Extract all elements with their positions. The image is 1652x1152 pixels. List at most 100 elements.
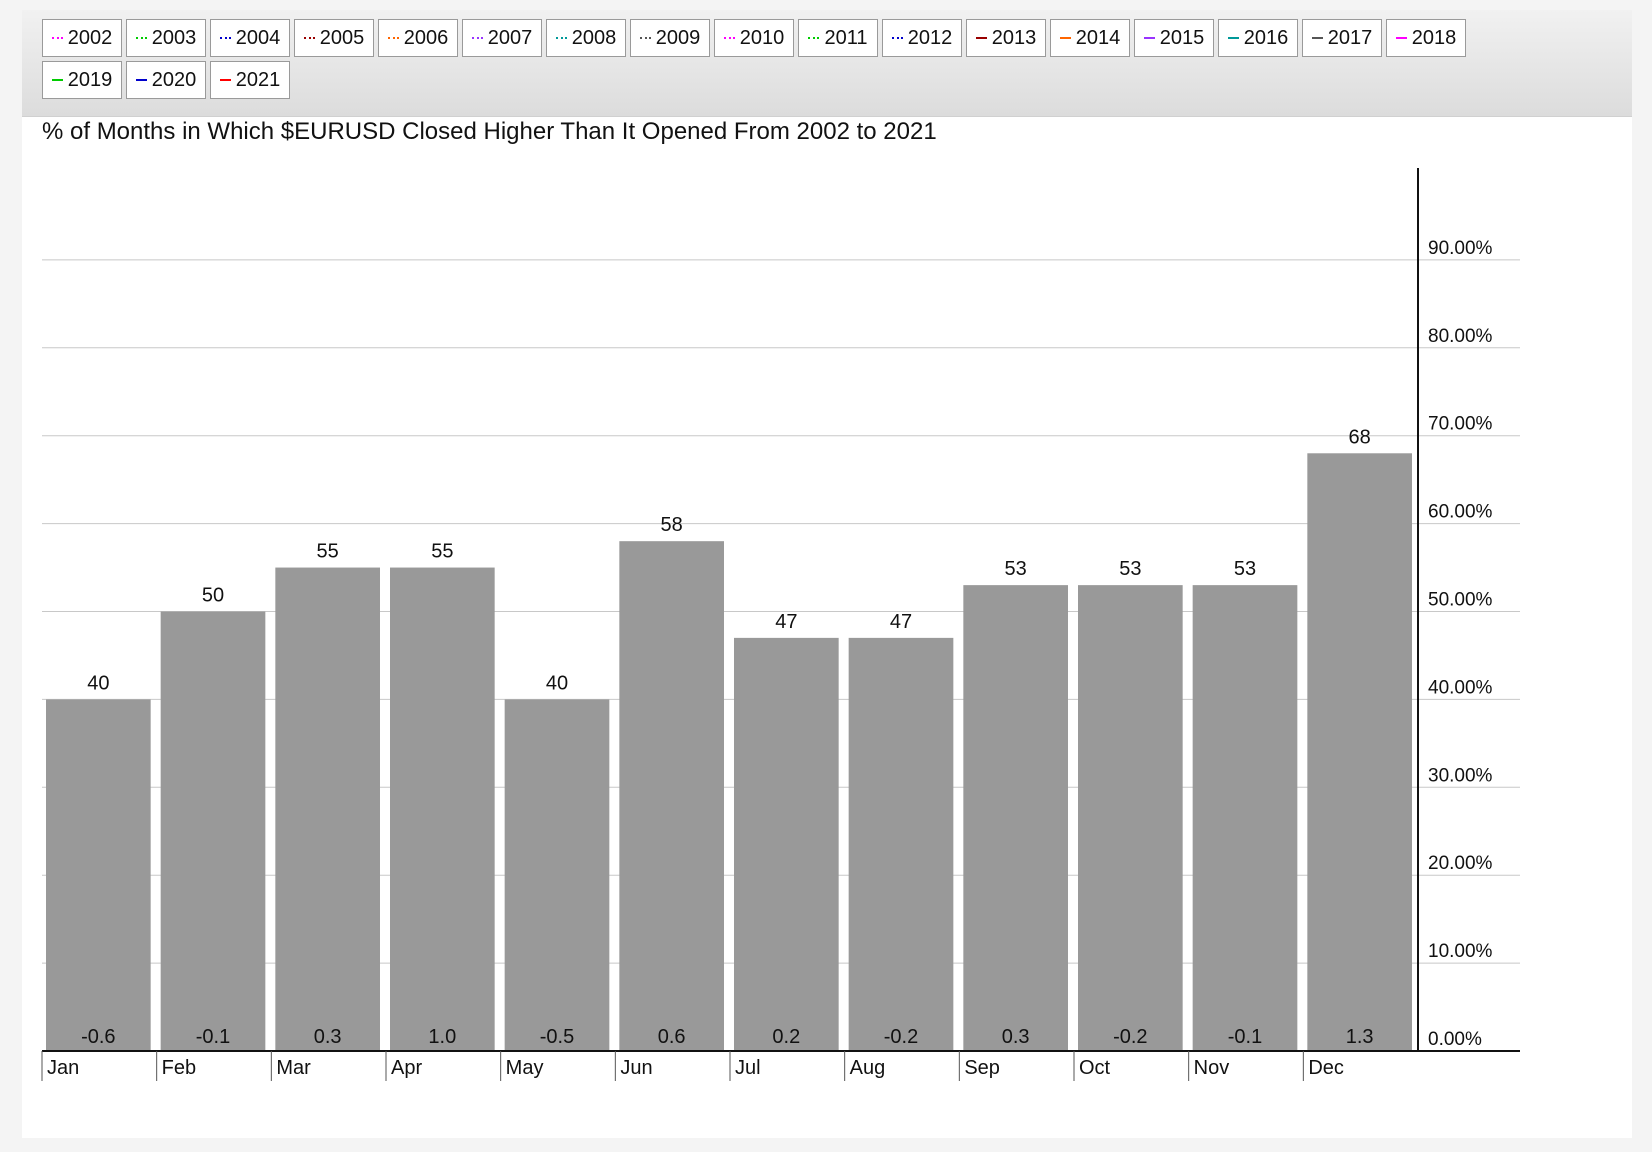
bar-return-label: -0.2	[884, 1026, 918, 1048]
bar-jun	[619, 541, 724, 1051]
bar-jul	[734, 637, 839, 1051]
legend-item-2012[interactable]: 2012	[882, 19, 962, 57]
bar-value-label: 47	[890, 611, 912, 633]
legend-label: 2002	[67, 26, 113, 49]
bar-value-label: 58	[661, 514, 683, 536]
bar-return-label: -0.6	[81, 1026, 115, 1048]
x-tick-label: Mar	[276, 1057, 311, 1079]
legend-label: 2021	[235, 68, 281, 91]
bar-nov	[1192, 585, 1298, 1051]
chart-plot: 0.00% 10.00% 20.00% 30.00% 40.00% 50.00% 60.00…	[41, 168, 1520, 1081]
legend-item-2018[interactable]: 2018	[1386, 19, 1466, 57]
bar-value-label: 47	[775, 611, 797, 633]
bar-may	[504, 699, 610, 1051]
legend-swatch-icon	[471, 37, 483, 39]
legend-label: 2004	[235, 26, 281, 49]
legend-swatch-icon	[723, 37, 735, 39]
legend-swatch-icon	[219, 79, 231, 81]
legend-item-2004[interactable]: 2004	[210, 19, 290, 57]
legend-swatch-icon	[1395, 37, 1407, 39]
y-tick-label: 80.00%	[1428, 326, 1493, 347]
legend-label: 2018	[1411, 26, 1457, 49]
bar-value-label: 55	[431, 541, 453, 563]
legend-swatch-icon	[135, 37, 147, 39]
x-tick-label: Apr	[391, 1057, 422, 1079]
legend-item-2013[interactable]: 2013	[966, 19, 1046, 57]
legend-item-2021[interactable]: 2021	[210, 61, 290, 99]
y-tick-label: 70.00%	[1428, 414, 1493, 435]
bar-value-label: 53	[1005, 558, 1027, 580]
x-tick-label: Jan	[47, 1057, 79, 1079]
legend-label: 2008	[571, 26, 617, 49]
bar-value-label: 50	[202, 585, 224, 607]
y-tick-label: 60.00%	[1428, 502, 1493, 523]
legend-label: 2012	[907, 26, 953, 49]
legend-label: 2016	[1243, 26, 1289, 49]
legend-label: 2005	[319, 26, 365, 49]
legend-item-2007[interactable]: 2007	[462, 19, 542, 57]
x-tick-label: Nov	[1194, 1057, 1230, 1079]
bar-feb	[160, 611, 266, 1051]
legend-swatch-icon	[51, 79, 63, 81]
y-tick-label: 0.00%	[1428, 1029, 1482, 1050]
y-tick-label: 10.00%	[1428, 941, 1493, 962]
x-tick-label: May	[506, 1057, 544, 1079]
x-tick-label: Oct	[1079, 1057, 1111, 1079]
y-tick-label: 20.00%	[1428, 853, 1493, 874]
legend-item-2020[interactable]: 2020	[126, 61, 206, 99]
y-tick-label: 90.00%	[1428, 238, 1493, 259]
bar-value-label: 53	[1234, 558, 1256, 580]
bar-value-label: 55	[317, 541, 339, 563]
legend-swatch-icon	[1227, 37, 1239, 39]
x-tick-label: Aug	[850, 1057, 886, 1079]
bar-return-label: 1.0	[428, 1026, 456, 1048]
legend-item-2005[interactable]: 2005	[294, 19, 374, 57]
legend-swatch-icon	[51, 37, 63, 39]
bar-apr	[390, 567, 495, 1051]
legend-label: 2019	[67, 68, 113, 91]
bar-return-label: 0.6	[658, 1026, 686, 1048]
legend-item-2008[interactable]: 2008	[546, 19, 626, 57]
legend-label: 2020	[151, 68, 197, 91]
legend-item-2019[interactable]: 2019	[42, 61, 122, 99]
legend-swatch-icon	[1143, 37, 1155, 39]
chart-title: % of Months in Which $EURUSD Closed High…	[42, 118, 937, 145]
legend-label: 2006	[403, 26, 449, 49]
legend-item-2006[interactable]: 2006	[378, 19, 458, 57]
bar-oct	[1078, 585, 1183, 1051]
bar-return-label: 0.3	[314, 1026, 342, 1048]
bar-mar	[275, 567, 380, 1051]
legend-item-2002[interactable]: 2002	[42, 19, 122, 57]
legend-swatch-icon	[387, 37, 399, 39]
bar-return-label: -0.1	[1228, 1026, 1262, 1048]
x-tick-label: Jun	[620, 1057, 652, 1079]
bar-value-label: 68	[1349, 426, 1371, 448]
bar-sep	[963, 585, 1068, 1051]
legend-swatch-icon	[135, 79, 147, 81]
legend-swatch-icon	[555, 37, 567, 39]
bar-value-label: 40	[546, 672, 568, 694]
legend-item-2017[interactable]: 2017	[1302, 19, 1382, 57]
bar-return-label: 0.2	[772, 1026, 800, 1048]
legend-item-2016[interactable]: 2016	[1218, 19, 1298, 57]
legend-item-2015[interactable]: 2015	[1134, 19, 1214, 57]
bar-return-label: -0.2	[1113, 1026, 1147, 1048]
legend-swatch-icon	[808, 37, 820, 39]
legend-item-2011[interactable]: 2011	[798, 19, 878, 57]
legend-bar: 2002 2003 2004 2005 2006 2007 2008 2009 2010 2011…	[22, 10, 1632, 117]
bar-value-label: 40	[87, 672, 109, 694]
legend-label: 2011	[824, 26, 868, 49]
legend-item-2010[interactable]: 2010	[714, 19, 794, 57]
legend-swatch-icon	[891, 37, 903, 39]
legend-item-2009[interactable]: 2009	[630, 19, 710, 57]
y-tick-label: 30.00%	[1428, 765, 1493, 786]
legend-item-2014[interactable]: 2014	[1050, 19, 1130, 57]
legend-item-2003[interactable]: 2003	[126, 19, 206, 57]
legend-swatch-icon	[639, 37, 651, 39]
x-tick-label: Sep	[964, 1057, 1000, 1079]
legend-label: 2013	[991, 26, 1037, 49]
x-tick-label: Jul	[735, 1057, 761, 1079]
legend-label: 2009	[655, 26, 701, 49]
y-tick-label: 50.00%	[1428, 590, 1493, 611]
legend-label: 2007	[487, 26, 533, 49]
